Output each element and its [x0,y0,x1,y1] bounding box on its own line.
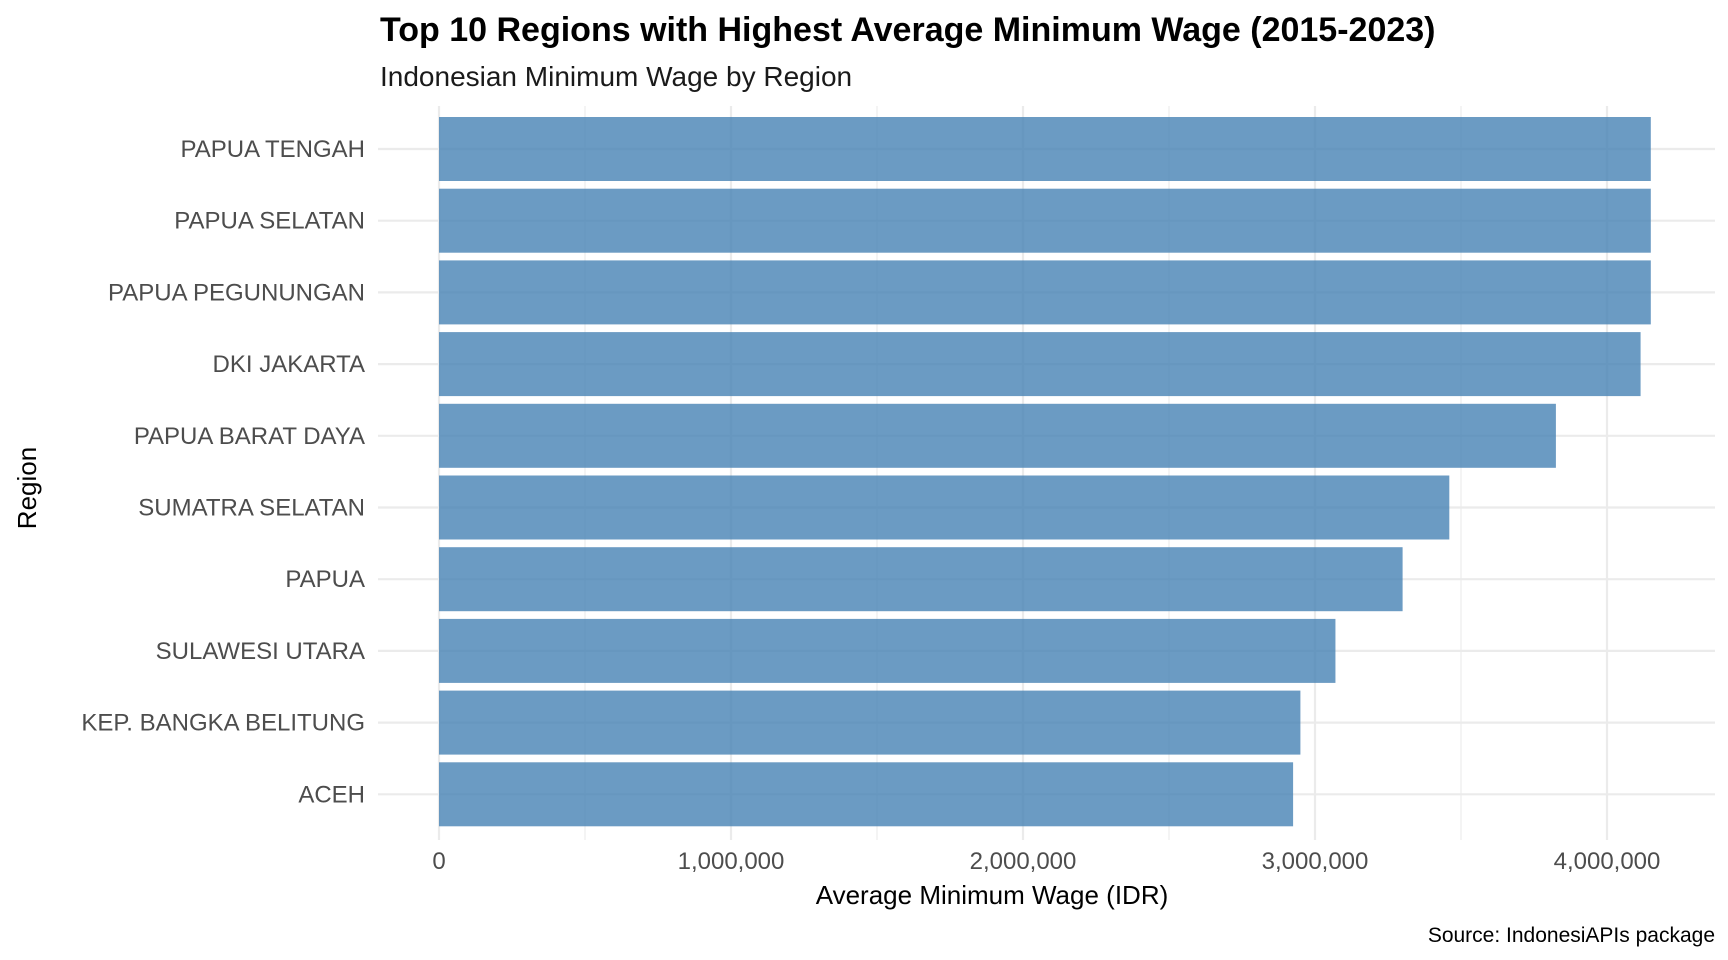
x-tick-label: 0 [432,848,445,875]
chart-subtitle: Indonesian Minimum Wage by Region [380,61,852,92]
bar [439,332,1641,397]
x-tick-label: 4,000,000 [1554,848,1661,875]
y-tick-label: PAPUA SELATAN [174,208,365,235]
bars [439,117,1651,827]
bar [439,618,1336,683]
y-tick-label: PAPUA PEGUNUNGAN [108,279,365,306]
y-tick-label: ACEH [298,781,365,808]
y-tick-label: DKI JAKARTA [213,351,365,378]
bar [439,690,1301,755]
bar [439,475,1450,540]
y-axis-title: Region [12,447,42,529]
chart-title: Top 10 Regions with Highest Average Mini… [380,11,1436,49]
y-tick-label: PAPUA TENGAH [181,136,366,163]
bar [439,117,1651,181]
x-tick-label: 1,000,000 [678,848,785,875]
chart-caption: Source: IndonesiAPIs package [1428,924,1715,947]
y-tick-label: KEP. BANGKA BELITUNG [81,710,365,737]
y-tick-label: PAPUA [285,566,365,593]
x-tick-label: 3,000,000 [1262,848,1369,875]
x-tick-labels: 0 1,000,000 2,000,000 3,000,000 4,000,000 [432,848,1660,875]
bar [439,547,1403,612]
bar [439,260,1651,325]
x-tick-label: 2,000,000 [970,848,1077,875]
y-tick-label: SUMATRA SELATAN [138,495,365,522]
bar [439,188,1651,253]
y-tick-labels: PAPUA TENGAH PAPUA SELATAN PAPUA PEGUNUNGA… [81,136,365,808]
y-tick-label: SULAWESI UTARA [156,638,365,665]
bar [439,762,1294,827]
bar [439,403,1556,468]
y-tick-label: PAPUA BARAT DAYA [134,423,365,450]
x-axis-title: Average Minimum Wage (IDR) [816,880,1169,910]
